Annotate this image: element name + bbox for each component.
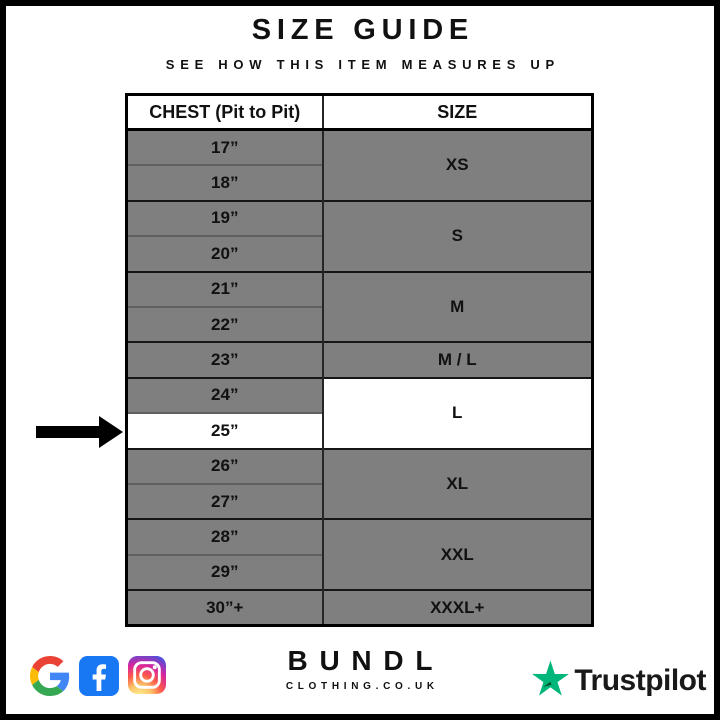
trustpilot-wordmark: Trustpilot xyxy=(574,663,706,697)
table-row: 21” M xyxy=(126,270,593,343)
size-cell: M / L xyxy=(322,341,593,378)
size-cell-highlighted: L xyxy=(322,376,593,449)
chest-cell: 17” xyxy=(126,128,324,166)
table-row: 20” xyxy=(126,235,593,272)
table-row: 18” xyxy=(126,164,593,201)
chest-cell: 22” xyxy=(126,305,324,343)
table-row: 27” xyxy=(126,482,593,520)
chest-cell: 23” xyxy=(126,341,324,378)
chest-cell: 30”+ xyxy=(126,589,324,626)
table-row: 17” XS xyxy=(126,128,593,201)
brand-block: BUNDL CLOTHING.CO.UK xyxy=(6,645,714,692)
page-subtitle: SEE HOW THIS ITEM MEASURES UP xyxy=(165,57,560,72)
size-cell: XXXL+ xyxy=(322,589,593,626)
table-row: 22” xyxy=(126,305,593,343)
table-row: 29” xyxy=(126,553,593,591)
chest-cell-highlighted: 25” xyxy=(126,412,324,449)
current-size-arrow-icon xyxy=(36,416,123,448)
social-icons xyxy=(30,656,168,696)
trustpilot-logo: Trustpilot xyxy=(532,660,706,701)
size-cell: XXL xyxy=(322,518,593,591)
arrow-shaft xyxy=(36,426,100,438)
brand-domain: CLOTHING.CO.UK xyxy=(285,680,439,692)
page-title: SIZE GUIDE xyxy=(251,14,475,46)
size-cell: S xyxy=(322,199,593,272)
chest-cell: 26” xyxy=(126,447,324,484)
size-guide-table: CHEST (Pit to Pit) SIZE 17” XS 18” 19” S… xyxy=(125,93,594,628)
size-cell: XS xyxy=(322,128,593,201)
size-cell: M xyxy=(322,270,593,343)
table-row: 19” S xyxy=(126,199,593,272)
table-row: 24” L xyxy=(126,376,593,449)
google-icon xyxy=(30,656,70,696)
arrow-head xyxy=(99,416,123,448)
chest-cell: 18” xyxy=(126,164,324,201)
facebook-icon xyxy=(79,656,119,696)
table-row: 23” M / L xyxy=(126,341,593,378)
table-row: 30”+ XXXL+ xyxy=(126,589,593,626)
size-column-header: SIZE xyxy=(322,94,593,131)
chest-column-header: CHEST (Pit to Pit) xyxy=(126,94,324,131)
chest-cell: 27” xyxy=(126,482,324,520)
table-row-highlighted: 25” xyxy=(126,412,593,449)
chest-cell: 20” xyxy=(126,235,324,272)
table-row: 28” XXL xyxy=(126,518,593,591)
chest-cell: 28” xyxy=(126,518,324,555)
chest-cell: 24” xyxy=(126,376,324,414)
instagram-icon xyxy=(128,656,168,696)
chest-cell: 21” xyxy=(126,270,324,307)
size-cell: XL xyxy=(322,447,593,520)
trustpilot-star-icon xyxy=(532,660,570,701)
header-row: CHEST (Pit to Pit) SIZE xyxy=(126,94,593,131)
table-row: 26” XL xyxy=(126,447,593,520)
brand-name: BUNDL xyxy=(287,645,445,676)
chest-cell: 19” xyxy=(126,199,324,237)
chest-cell: 29” xyxy=(126,553,324,591)
